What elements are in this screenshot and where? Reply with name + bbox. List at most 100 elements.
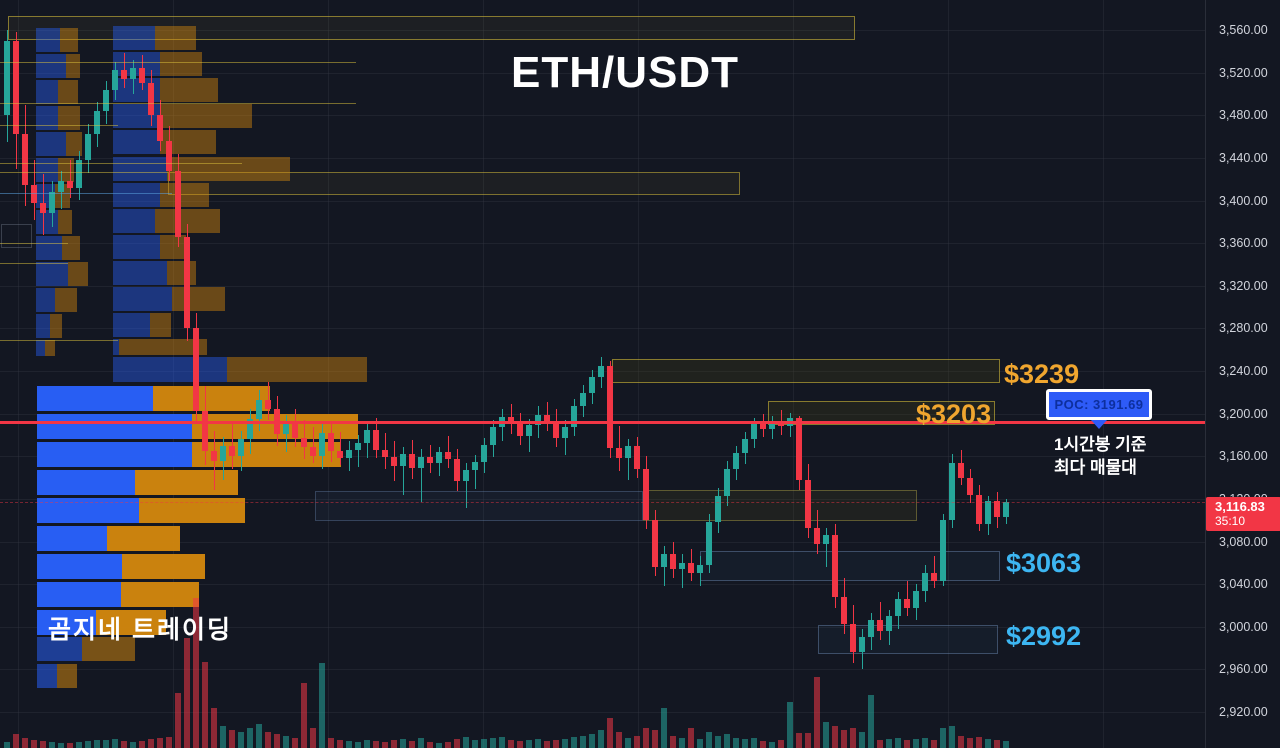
zone-mid-olive xyxy=(643,490,917,521)
candle xyxy=(535,414,541,426)
price-axis[interactable]: 3,560.00 3,520.00 3,480.00 3,440.00 3,400.00… xyxy=(1205,0,1280,748)
grid-line-vertical xyxy=(948,0,949,748)
candle xyxy=(643,469,649,521)
level-segment-yellow xyxy=(0,163,242,164)
profile-bar-blue xyxy=(37,526,107,551)
volume-bar xyxy=(976,737,982,748)
grid-line-vertical xyxy=(483,0,484,748)
volume-bar xyxy=(373,741,379,748)
candle xyxy=(634,445,640,470)
candle xyxy=(175,170,181,237)
candle xyxy=(382,449,388,458)
candle xyxy=(796,417,802,480)
profile-bar-dim-orange xyxy=(167,261,196,285)
candle xyxy=(841,596,847,624)
candle xyxy=(661,554,667,568)
candle xyxy=(13,40,19,135)
candle xyxy=(256,399,262,419)
candle xyxy=(4,40,10,116)
candle xyxy=(400,454,406,466)
candle xyxy=(733,453,739,470)
volume-bar xyxy=(247,728,253,748)
candle xyxy=(409,454,415,468)
profile-bar-dim-blue xyxy=(36,340,45,356)
watermark-text: 곰지네 트레이딩 xyxy=(48,616,232,644)
price-level-label: $3063 xyxy=(1006,548,1082,578)
profile-bar-blue xyxy=(37,442,192,467)
volume-bar xyxy=(994,740,1000,748)
candle xyxy=(895,599,901,617)
candle xyxy=(886,616,892,631)
profile-bar-dim-orange xyxy=(155,209,220,233)
zone-mid-blue xyxy=(315,491,643,521)
poc-label: POC: 3191.69 xyxy=(1054,397,1144,412)
candle xyxy=(751,424,757,440)
grid-line-horizontal xyxy=(0,285,1205,287)
price-axis-tick: 3,400.00 xyxy=(1219,193,1268,208)
price-axis-tick: 2,920.00 xyxy=(1219,705,1268,719)
profile-bar-dim-orange xyxy=(55,288,77,312)
volume-bar xyxy=(886,739,892,748)
candle xyxy=(544,414,550,422)
profile-bar-orange xyxy=(82,637,135,661)
profile-bar-dim-orange xyxy=(62,236,80,260)
candle-wick xyxy=(420,448,422,503)
volume-bar xyxy=(346,741,352,748)
volume-bar xyxy=(904,740,910,748)
profile-bar-dim-blue xyxy=(36,262,68,286)
volume-bar xyxy=(949,726,955,748)
volume-bar xyxy=(274,734,280,748)
candle xyxy=(949,462,955,521)
candle xyxy=(688,562,694,574)
volume-bar xyxy=(742,739,748,748)
candle xyxy=(220,445,226,461)
candle-wick xyxy=(213,430,215,491)
candle xyxy=(706,522,712,565)
profile-bar-dim-orange xyxy=(119,339,207,355)
chart-canvas[interactable]: ETH/USDT 곰지네 트레이딩 $3239 $3203 $3063 $2992 P… xyxy=(0,0,1205,748)
volume-bar xyxy=(148,739,154,748)
profile-bar-dim-blue xyxy=(36,80,58,104)
price-level-label: $2992 xyxy=(1006,621,1082,651)
volume-bar xyxy=(760,741,766,748)
candle xyxy=(1003,502,1009,517)
volume-bar xyxy=(94,740,100,748)
volume-bar xyxy=(292,738,298,748)
profile-bar-dim-blue xyxy=(113,357,227,382)
candle xyxy=(463,470,469,481)
grid-line-horizontal xyxy=(0,413,1205,415)
grid-line-vertical xyxy=(18,0,19,748)
volume-bar xyxy=(535,739,541,748)
profile-bar-dim-orange xyxy=(50,314,62,338)
volume-bar xyxy=(967,738,973,748)
volume-bar xyxy=(778,740,784,748)
profile-bar-blue xyxy=(37,470,135,495)
volume-bar xyxy=(364,740,370,748)
volume-bar xyxy=(931,740,937,748)
profile-bar-dim-blue xyxy=(36,314,50,338)
candle xyxy=(130,68,136,80)
price-axis-tick: 3,000.00 xyxy=(1219,619,1268,634)
volume-bar xyxy=(40,741,46,748)
volume-bar xyxy=(49,742,55,748)
volume-bar xyxy=(265,732,271,748)
candle xyxy=(832,535,838,597)
profile-bar-orange xyxy=(121,582,199,607)
candle xyxy=(319,432,325,457)
price-axis-tick: 3,480.00 xyxy=(1219,108,1268,123)
volume-bar xyxy=(841,730,847,748)
profile-bar-blue xyxy=(37,582,121,607)
profile-bar-orange xyxy=(57,664,77,688)
candle xyxy=(454,459,460,481)
candle xyxy=(562,427,568,439)
profile-bar-blue xyxy=(37,414,192,439)
profile-bar-dim-blue xyxy=(113,52,160,76)
candle-wick xyxy=(933,556,935,589)
volume-bar xyxy=(661,708,667,748)
volume-bar xyxy=(517,741,523,748)
volume-bar xyxy=(58,743,64,748)
profile-bar-dim-orange xyxy=(172,287,225,311)
volume-bar xyxy=(1003,741,1009,748)
zone-3063 xyxy=(700,551,1000,581)
grid-line-horizontal xyxy=(0,328,1205,330)
